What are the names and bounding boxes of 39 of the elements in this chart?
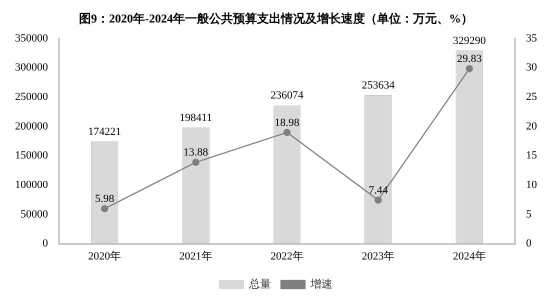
legend-label: 总量 — [248, 277, 271, 290]
x-tick-label: 2022年 — [270, 250, 304, 262]
point — [192, 158, 200, 166]
y2-tick-label: 35 — [526, 32, 538, 44]
data-label: 198411 — [180, 112, 212, 124]
data-label: 13.88 — [183, 146, 209, 159]
x-tick-label: 2020年 — [88, 250, 122, 262]
legend-label: 增速 — [310, 277, 332, 290]
point — [283, 128, 291, 136]
y-tick-label: 200000 — [15, 120, 48, 132]
point — [374, 196, 382, 204]
y-tick-label: 0 — [42, 238, 48, 250]
data-label: 329290 — [452, 34, 486, 47]
data-label: 236074 — [270, 90, 304, 102]
x-tick-label: 2021年 — [179, 250, 212, 262]
y2-tick-label: 25 — [526, 90, 538, 103]
y-tick-label: 350000 — [15, 32, 48, 44]
data-label: 253634 — [362, 79, 396, 92]
y-tick-label: 150000 — [15, 150, 48, 162]
y-tick-label: 50000 — [20, 208, 48, 220]
data-label: 7.44 — [368, 184, 388, 197]
chart-title: 图9：2020年-2024年一般公共预算支出情况及增长速度（单位：万元、%） — [79, 11, 473, 26]
y2-tick-label: 20 — [526, 120, 538, 132]
y2-tick-label: 30 — [526, 62, 538, 74]
data-label: 18.98 — [274, 116, 300, 129]
data-label: 5.98 — [94, 193, 115, 206]
x-tick-label: 2024年 — [452, 250, 486, 262]
data-label: 29.83 — [457, 53, 482, 66]
point — [101, 205, 108, 212]
y2-tick-label: 0 — [526, 238, 532, 250]
x-tick-label: 2023年 — [362, 250, 395, 262]
point — [466, 65, 473, 72]
y-tick-label: 250000 — [15, 90, 48, 103]
data-label: 174221 — [88, 126, 122, 138]
y2-tick-label: 10 — [526, 179, 538, 192]
y-tick-label: 300000 — [15, 62, 48, 74]
y-tick-label: 100000 — [15, 179, 48, 192]
y2-tick-label: 15 — [526, 150, 538, 162]
y2-tick-label: 5 — [526, 208, 532, 220]
